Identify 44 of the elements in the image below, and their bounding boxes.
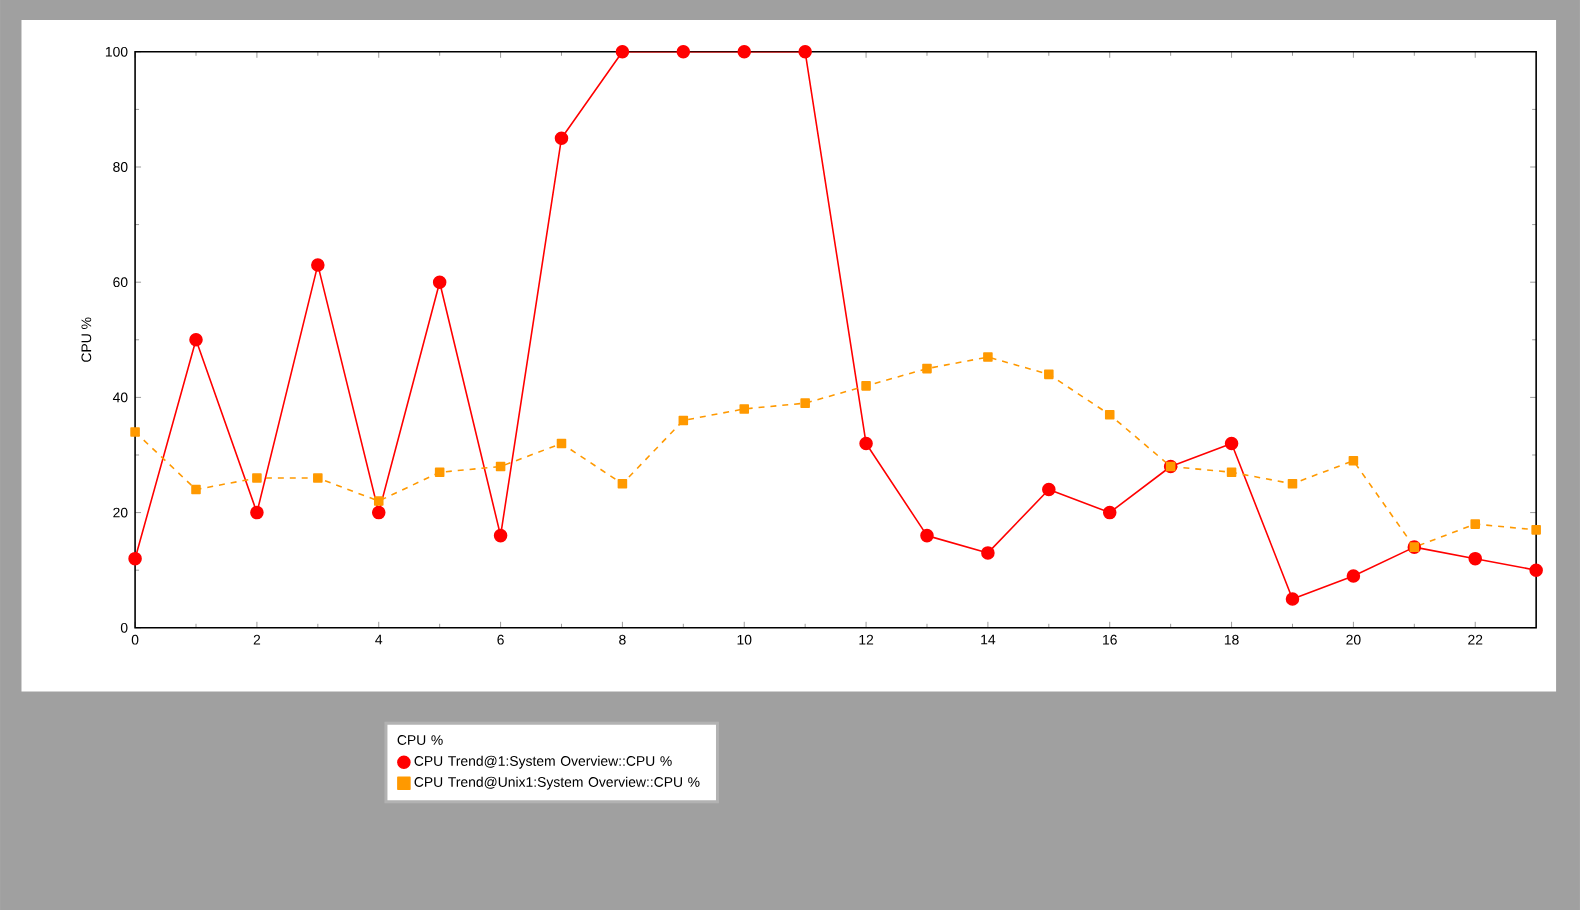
point — [800, 397, 810, 408]
point — [678, 415, 689, 425]
point — [1531, 524, 1541, 535]
point — [1468, 551, 1483, 566]
point — [1470, 518, 1481, 529]
point — [371, 505, 386, 519]
point — [432, 275, 447, 289]
point — [1285, 591, 1300, 606]
point — [739, 403, 750, 414]
point — [1104, 409, 1115, 420]
point — [373, 495, 384, 506]
point — [1529, 563, 1543, 577]
point — [1287, 478, 1298, 489]
point — [1224, 436, 1239, 450]
point — [1346, 568, 1361, 583]
point — [252, 472, 262, 483]
point — [798, 44, 812, 59]
point — [981, 545, 995, 560]
point — [1102, 505, 1117, 519]
point — [128, 551, 142, 566]
point — [189, 332, 203, 347]
point — [130, 426, 140, 437]
point — [859, 436, 873, 450]
point — [493, 528, 508, 543]
point — [676, 44, 691, 59]
point — [617, 478, 628, 489]
point — [495, 461, 506, 471]
point — [191, 484, 201, 494]
point — [983, 351, 993, 362]
point — [434, 467, 445, 477]
point — [922, 363, 932, 374]
point — [554, 131, 569, 145]
point — [1348, 455, 1359, 466]
point — [250, 505, 264, 519]
point — [1226, 467, 1237, 477]
point — [311, 257, 325, 272]
point — [313, 472, 323, 483]
point — [1044, 369, 1054, 379]
point — [1042, 482, 1056, 496]
point — [556, 438, 567, 448]
point — [615, 44, 630, 59]
point — [737, 44, 752, 59]
point — [920, 528, 934, 543]
point — [861, 380, 871, 391]
